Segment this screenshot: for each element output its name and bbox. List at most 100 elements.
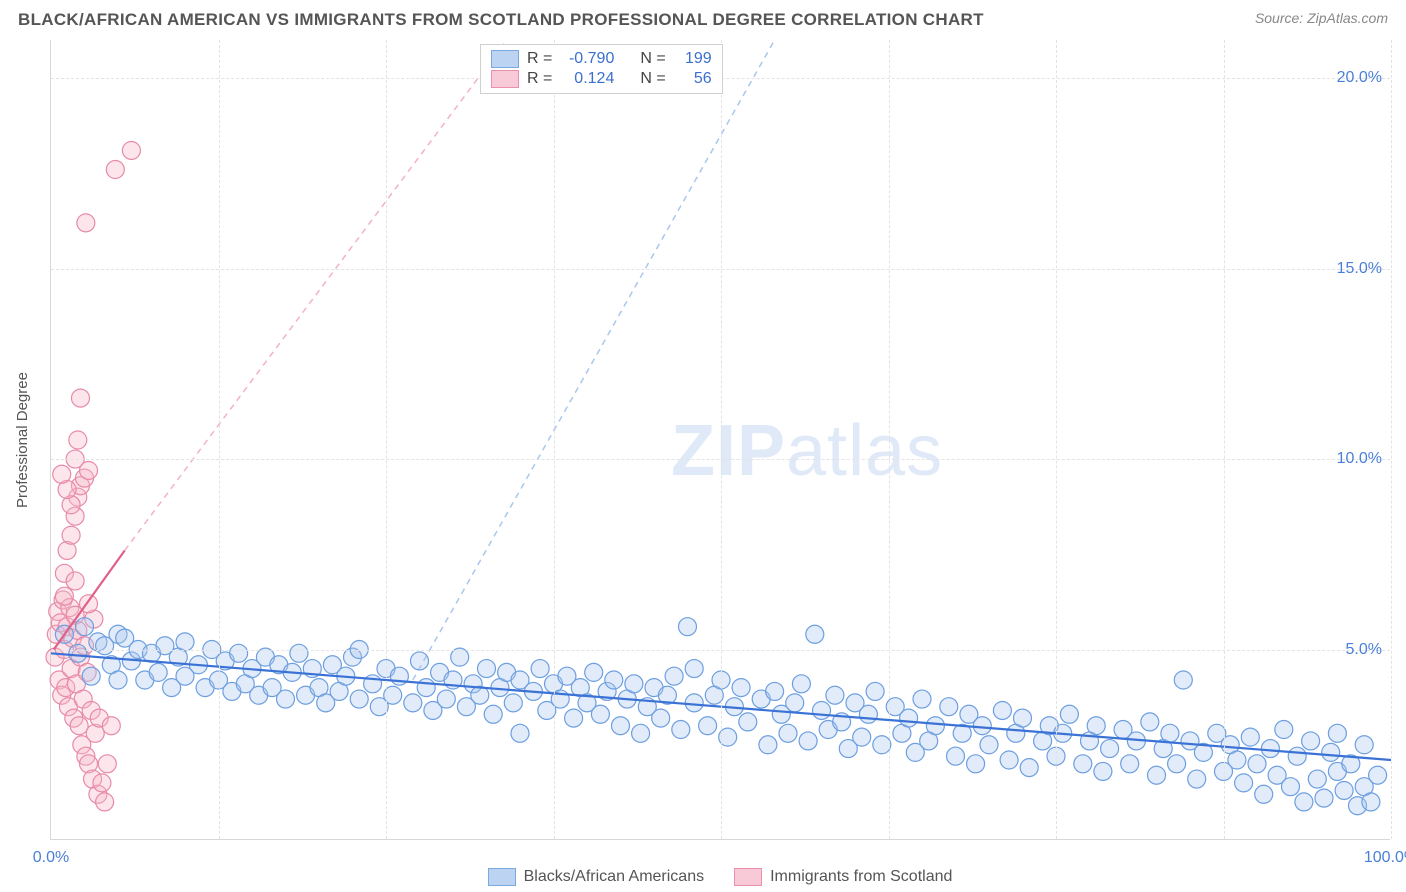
scatter-point xyxy=(866,682,884,700)
correlation-legend: R =-0.790N =199R =0.124N =56 xyxy=(480,44,723,94)
legend-r-value: 0.124 xyxy=(560,70,614,88)
scatter-point xyxy=(813,701,831,719)
scatter-point xyxy=(1248,755,1266,773)
scatter-point xyxy=(967,755,985,773)
scatter-point xyxy=(699,717,717,735)
scatter-point xyxy=(106,161,124,179)
scatter-point xyxy=(98,755,116,773)
scatter-point xyxy=(53,465,71,483)
x-tick-label: 0.0% xyxy=(33,849,69,867)
scatter-point xyxy=(451,648,469,666)
scatter-point xyxy=(779,724,797,742)
scatter-point xyxy=(1060,705,1078,723)
scatter-point xyxy=(230,644,248,662)
y-tick-label: 10.0% xyxy=(1337,450,1382,468)
legend-n-value: 56 xyxy=(674,70,712,88)
scatter-point xyxy=(122,141,140,159)
scatter-point xyxy=(679,618,697,636)
scatter-point xyxy=(859,705,877,723)
scatter-point xyxy=(605,671,623,689)
scatter-point xyxy=(102,717,120,735)
scatter-point xyxy=(913,690,931,708)
scatter-point xyxy=(1288,747,1306,765)
scatter-point xyxy=(1255,785,1273,803)
scatter-point xyxy=(665,667,683,685)
scatter-point xyxy=(1355,736,1373,754)
scatter-point xyxy=(62,526,80,544)
scatter-point xyxy=(511,724,529,742)
scatter-point xyxy=(1168,755,1186,773)
scatter-point xyxy=(652,709,670,727)
scatter-point xyxy=(417,679,435,697)
scatter-point xyxy=(1101,740,1119,758)
scatter-point xyxy=(290,644,308,662)
scatter-point xyxy=(76,618,94,636)
scatter-point xyxy=(1235,774,1253,792)
scatter-point xyxy=(973,717,991,735)
scatter-point xyxy=(1000,751,1018,769)
grid-line-v xyxy=(554,40,555,839)
scatter-point xyxy=(940,698,958,716)
scatter-point xyxy=(900,709,918,727)
scatter-point xyxy=(685,694,703,712)
scatter-point xyxy=(1087,717,1105,735)
scatter-point xyxy=(1275,721,1293,739)
scatter-point xyxy=(478,660,496,678)
grid-line-v xyxy=(1224,40,1225,839)
scatter-point xyxy=(1295,793,1313,811)
scatter-point xyxy=(1282,778,1300,796)
scatter-point xyxy=(1261,740,1279,758)
source-value: ZipAtlas.com xyxy=(1307,10,1388,26)
scatter-point xyxy=(1308,770,1326,788)
scatter-point xyxy=(1322,743,1340,761)
legend-swatch xyxy=(491,70,519,88)
scatter-point xyxy=(411,652,429,670)
scatter-point xyxy=(766,682,784,700)
scatter-point xyxy=(1174,671,1192,689)
grid-line-v xyxy=(1056,40,1057,839)
scatter-point xyxy=(149,663,167,681)
legend-row: R =-0.790N =199 xyxy=(491,49,712,69)
legend-swatch xyxy=(491,50,519,68)
grid-line-v xyxy=(1391,40,1392,839)
scatter-point xyxy=(1094,762,1112,780)
scatter-point xyxy=(1148,766,1166,784)
scatter-point xyxy=(993,701,1011,719)
scatter-point xyxy=(565,709,583,727)
x-tick-label: 100.0% xyxy=(1364,849,1406,867)
scatter-point xyxy=(77,214,95,232)
scatter-point xyxy=(853,728,871,746)
grid-line-v xyxy=(219,40,220,839)
series-legend-item: Blacks/African Americans xyxy=(488,868,705,886)
scatter-point xyxy=(612,717,630,735)
series-legend: Blacks/African Americans Immigrants from … xyxy=(50,868,1390,886)
scatter-point xyxy=(66,572,84,590)
scatter-point xyxy=(585,663,603,681)
scatter-point xyxy=(93,774,111,792)
scatter-point xyxy=(1362,793,1380,811)
scatter-point xyxy=(71,389,89,407)
scatter-point xyxy=(1014,709,1032,727)
scatter-point xyxy=(732,679,750,697)
scatter-point xyxy=(1074,755,1092,773)
scatter-point xyxy=(1335,781,1353,799)
scatter-point xyxy=(632,724,650,742)
grid-line-v xyxy=(386,40,387,839)
legend-r-label: R = xyxy=(527,50,552,68)
scatter-point xyxy=(739,713,757,731)
source-attribution: Source: ZipAtlas.com xyxy=(1255,10,1388,28)
legend-n-label: N = xyxy=(640,50,665,68)
y-tick-label: 15.0% xyxy=(1337,260,1382,278)
scatter-point xyxy=(1302,732,1320,750)
legend-r-label: R = xyxy=(527,70,552,88)
scatter-point xyxy=(70,717,88,735)
scatter-point xyxy=(69,431,87,449)
legend-n-value: 199 xyxy=(674,50,712,68)
chart-title: BLACK/AFRICAN AMERICAN VS IMMIGRANTS FRO… xyxy=(18,10,984,30)
scatter-point xyxy=(1020,759,1038,777)
scatter-point xyxy=(947,747,965,765)
scatter-point xyxy=(1161,724,1179,742)
scatter-point xyxy=(926,717,944,735)
series-legend-item: Immigrants from Scotland xyxy=(734,868,952,886)
series-legend-label: Blacks/African Americans xyxy=(524,868,705,886)
